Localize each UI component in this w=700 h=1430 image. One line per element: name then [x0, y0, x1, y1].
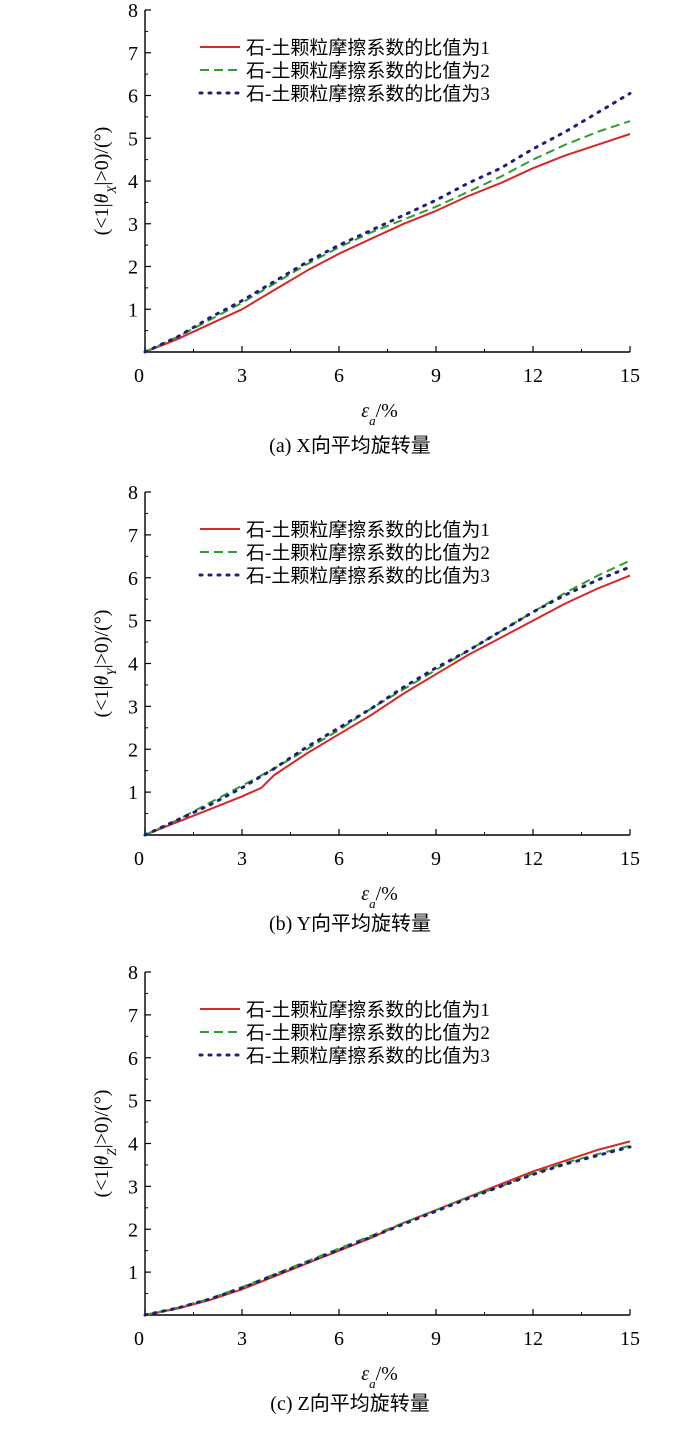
- y-tick-label: 6: [128, 568, 138, 590]
- y-axis-label: (<1|θX​|>0)/(°): [91, 127, 119, 236]
- chart-caption: (b) Y向平均旋转量: [269, 912, 431, 935]
- x-tick-label: 6: [334, 365, 344, 387]
- y-tick-label: 5: [128, 1091, 138, 1113]
- x-tick-label: 0: [134, 365, 144, 387]
- legend-label-2: 石-土颗粒摩擦系数的比值为2: [246, 542, 490, 564]
- y-tick-label: 2: [128, 257, 138, 279]
- y-tick-label: 5: [128, 611, 138, 633]
- y-tick-label: 8: [128, 962, 138, 984]
- chart-1: 1234567803691215εa​/%(<1|θX​|>0)/(°)石-土颗…: [91, 0, 640, 457]
- y-tick-label: 4: [128, 1134, 138, 1156]
- legend-label-1: 石-土颗粒摩擦系数的比值为1: [246, 519, 490, 541]
- y-axis-label: (<1|θY​|>0)/(°): [91, 610, 119, 718]
- x-tick-label: 3: [237, 365, 247, 387]
- y-tick-label: 1: [128, 299, 138, 321]
- x-tick-label: 3: [237, 848, 247, 870]
- series-line-3: [143, 565, 632, 837]
- legend-label-3: 石-土颗粒摩擦系数的比值为3: [246, 83, 490, 105]
- legend-label-1: 石-土颗粒摩擦系数的比值为1: [246, 999, 490, 1021]
- x-axis-label: εa​/%: [361, 883, 398, 911]
- series-line-2: [144, 120, 631, 353]
- y-tick-label: 1: [128, 782, 138, 804]
- y-tick-label: 8: [128, 482, 138, 504]
- x-tick-label: 15: [620, 365, 640, 387]
- series-line-1: [144, 133, 631, 353]
- legend-label-3: 石-土颗粒摩擦系数的比值为3: [246, 1045, 490, 1067]
- legend-label-1: 石-土颗粒摩擦系数的比值为1: [246, 37, 490, 59]
- x-tick-label: 12: [523, 1328, 543, 1350]
- y-tick-label: 6: [128, 1048, 138, 1070]
- x-tick-label: 9: [431, 848, 441, 870]
- x-tick-label: 0: [134, 1328, 144, 1350]
- x-tick-label: 15: [620, 1328, 640, 1350]
- y-tick-label: 5: [128, 128, 138, 150]
- series-line-1: [144, 574, 631, 836]
- y-tick-label: 1: [128, 1262, 138, 1284]
- x-axis-label: εa​/%: [361, 400, 398, 428]
- y-tick-label: 2: [128, 739, 138, 761]
- y-tick-label: 3: [128, 1176, 138, 1198]
- x-tick-label: 15: [620, 848, 640, 870]
- y-tick-label: 4: [128, 654, 138, 676]
- series-line-3: [143, 91, 632, 354]
- chart-3: 1234567803691215εa​/%(<1|θZ​|>0)/(°)石-土颗…: [91, 962, 640, 1415]
- chart-2: 1234567803691215εa​/%(<1|θY​|>0)/(°)石-土颗…: [91, 482, 640, 935]
- x-tick-label: 9: [431, 1328, 441, 1350]
- chart-caption: (a) X向平均旋转量: [269, 434, 431, 457]
- x-tick-label: 6: [334, 848, 344, 870]
- y-tick-label: 7: [128, 43, 138, 65]
- chart-caption: (c) Z向平均旋转量: [270, 1392, 429, 1415]
- y-tick-label: 6: [128, 86, 138, 108]
- series-line-3: [143, 1145, 632, 1317]
- series-line-2: [144, 1144, 631, 1316]
- y-tick-label: 3: [128, 214, 138, 236]
- series-line-2: [144, 559, 631, 836]
- y-tick-label: 4: [128, 171, 138, 193]
- x-axis-label: εa​/%: [361, 1363, 398, 1391]
- x-tick-label: 3: [237, 1328, 247, 1350]
- legend-label-2: 石-土颗粒摩擦系数的比值为2: [246, 1022, 490, 1044]
- y-tick-label: 3: [128, 696, 138, 718]
- y-tick-label: 8: [128, 0, 138, 22]
- x-tick-label: 12: [523, 848, 543, 870]
- legend-label-3: 石-土颗粒摩擦系数的比值为3: [246, 565, 490, 587]
- y-axis-label: (<1|θZ​|>0)/(°): [91, 1090, 119, 1198]
- x-tick-label: 6: [334, 1328, 344, 1350]
- y-tick-label: 7: [128, 1005, 138, 1027]
- y-tick-label: 2: [128, 1219, 138, 1241]
- x-tick-label: 12: [523, 365, 543, 387]
- x-tick-label: 9: [431, 365, 441, 387]
- legend-label-2: 石-土颗粒摩擦系数的比值为2: [246, 60, 490, 82]
- x-tick-label: 0: [134, 848, 144, 870]
- y-tick-label: 7: [128, 525, 138, 547]
